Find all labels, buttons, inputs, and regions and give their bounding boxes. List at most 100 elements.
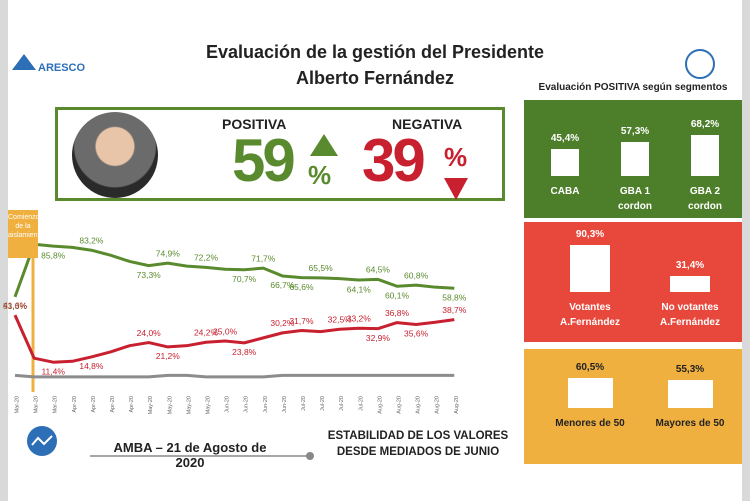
- negative-value: 39: [362, 127, 426, 194]
- border: [0, 0, 8, 501]
- x-tick-label: Aug-20: [377, 396, 383, 414]
- x-tick-label: Apr-20: [91, 396, 97, 413]
- title: Evaluación de la gestión del Presidente: [205, 42, 545, 62]
- x-tick-label: Apr-20: [110, 396, 116, 413]
- data-label: 71,7%: [251, 253, 276, 263]
- bar-value-label: 57,3%: [620, 125, 650, 137]
- line: [13, 242, 455, 298]
- x-tick-label: Aug-20: [454, 396, 460, 414]
- data-label: 72,2%: [194, 253, 219, 263]
- x-tick-label: May-20: [167, 396, 173, 414]
- data-label: 85,8%: [41, 250, 66, 260]
- x-tick-label: Apr-20: [72, 396, 78, 413]
- positive-value: 59: [232, 127, 296, 194]
- x-tick-label: Jul-20: [301, 396, 307, 411]
- data-label: 33,2%: [347, 313, 372, 323]
- panel-title: Evaluación POSITIVA según segmentos: [538, 82, 728, 93]
- footer-note: DESDE MEDIADOS DE JUNIO: [336, 446, 500, 458]
- bar: [570, 245, 610, 292]
- x-tick-label: Jul-20: [339, 396, 345, 411]
- x-tick-label: Mar-20: [14, 396, 20, 413]
- x-tick-label: Mar-20: [53, 396, 59, 413]
- data-label: 53,3%: [3, 301, 28, 311]
- data-label: 35,6%: [404, 329, 429, 339]
- line: [14, 373, 455, 379]
- bar-value-label: 55,3%: [675, 364, 705, 376]
- positive-unit: %: [308, 160, 332, 190]
- data-label: 66,7%: [270, 280, 295, 290]
- data-label: 32,5%: [328, 315, 353, 325]
- data-label: 38,7%: [442, 305, 467, 315]
- data-label: 83,2%: [79, 235, 104, 245]
- data-label: 30,2%: [270, 318, 295, 328]
- bar: [621, 141, 649, 176]
- positive-label: POSITIVA: [222, 116, 287, 132]
- x-tick-label: Jun-20: [244, 396, 250, 413]
- data-label: 23,8%: [232, 347, 257, 357]
- photo: [72, 112, 158, 198]
- bar-category-label: GBA 2 cordon: [688, 186, 722, 212]
- data-label: 41,6%: [3, 300, 28, 310]
- x-tick-label: May-20: [148, 396, 154, 414]
- title: Alberto Fernández: [295, 68, 455, 88]
- data-label: 64,1%: [347, 284, 372, 294]
- x-tick-label: Aug-20: [435, 396, 441, 414]
- border: [742, 0, 750, 501]
- up-arrow: [310, 134, 338, 156]
- trend-icon-line: [31, 435, 53, 446]
- negative-label: NEGATIVA: [392, 116, 463, 132]
- bar: [691, 135, 719, 176]
- x-tick-label: Jun-20: [282, 396, 288, 413]
- x-tick-label: Mar-20: [34, 396, 40, 413]
- bar: [551, 148, 579, 176]
- data-label: 70,7%: [232, 274, 257, 284]
- data-label: 58,8%: [442, 293, 467, 303]
- x-tick-label: Aug-20: [416, 396, 422, 414]
- logo-icon: [12, 54, 36, 70]
- footer-note: ESTABILIDAD DE LOS VALORES: [327, 430, 509, 442]
- data-label: 32,9%: [366, 333, 391, 343]
- bar-category-label: Menores de 50: [555, 418, 625, 429]
- bar-category-label: Votantes A.Fernández: [559, 302, 620, 328]
- logo-right: [685, 49, 715, 79]
- line: [13, 314, 455, 364]
- bar-value-label: 60,5%: [575, 361, 605, 373]
- x-tick-label: May-20: [186, 396, 192, 414]
- data-label: 73,3%: [137, 270, 162, 280]
- bar: [567, 377, 613, 408]
- x-tick-label: Jul-20: [320, 396, 326, 411]
- data-label: 21,2%: [156, 351, 181, 361]
- data-label: 60,8%: [404, 270, 429, 280]
- bar-value-label: 45,4%: [550, 132, 580, 144]
- data-label: 74,9%: [156, 248, 181, 258]
- bar: [667, 380, 713, 408]
- x-tick-label: Jun-20: [225, 396, 231, 413]
- bar-category-label: No votantes A.Fernández: [659, 302, 720, 328]
- bar-category-label: GBA 1 cordon: [618, 186, 652, 212]
- down-arrow: [444, 178, 468, 200]
- bar-category-label: Mayores de 50: [655, 418, 725, 429]
- x-tick-label: Jun-20: [263, 396, 269, 413]
- data-label: 25,0%: [213, 326, 238, 336]
- x-tick-label: May-20: [205, 396, 211, 414]
- summary-box: [55, 107, 505, 201]
- negative-unit: %: [444, 142, 468, 172]
- data-label: 65,5%: [309, 263, 334, 273]
- data-label: 14,8%: [79, 361, 104, 371]
- data-label: 65,6%: [289, 282, 314, 292]
- data-label: 11,4%: [41, 366, 65, 376]
- footer-date: AMBA – 21 de Agosto de 2020: [113, 440, 267, 470]
- logo-text: ARESCO: [38, 62, 86, 74]
- x-tick-label: Apr-20: [129, 396, 135, 413]
- bar-value-label: 68,2%: [690, 119, 720, 131]
- bar-category-label: CABA: [550, 186, 580, 197]
- x-tick-label: Jul-20: [358, 396, 364, 411]
- data-label: 24,0%: [137, 328, 162, 338]
- data-label: 60,1%: [385, 290, 410, 300]
- data-label: 64,5%: [366, 265, 391, 275]
- data-label: 24,2%: [194, 327, 219, 337]
- bar-value-label: 31,4%: [675, 259, 705, 271]
- callout: Comienzo de la aislamiento: [8, 210, 43, 258]
